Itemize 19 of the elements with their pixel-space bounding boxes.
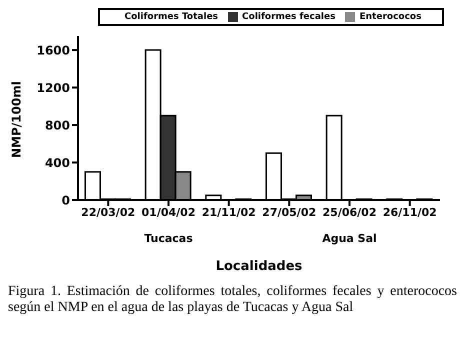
text: Agua Sal xyxy=(321,232,378,245)
x-axis-title: Localidades xyxy=(216,259,303,274)
x-tick-label: 01/04/02 xyxy=(142,206,196,219)
x-tick-label: 22/03/02 xyxy=(81,206,136,219)
y-axis-title: NMP/100ml xyxy=(9,81,24,158)
x-tick-label: 21/11/02 xyxy=(202,206,256,219)
x-tick-label: 26/11/02 xyxy=(382,206,437,219)
legend-label: Enterococos xyxy=(359,12,422,22)
x-tick-label: 27/05/02 xyxy=(262,206,316,219)
text: Tucacas xyxy=(143,232,194,245)
x-tick-label: 25/06/02 xyxy=(322,206,376,219)
y-tick-label: 1600 xyxy=(36,43,70,58)
y-tick-label: 800 xyxy=(44,118,70,132)
y-tick-label: 1200 xyxy=(36,80,70,95)
y-tick-label: 0 xyxy=(62,193,70,208)
y-tick-label: 400 xyxy=(44,156,70,170)
text: Coliformes Totales xyxy=(124,12,218,22)
legend-label: Coliformes fecales xyxy=(242,12,336,22)
text: Figura 1. Estimación de coliformes totales, coliformes fecales y enterococos según el NMP en el agua de las playas de Tucacas y Agua Sal xyxy=(8,284,457,316)
